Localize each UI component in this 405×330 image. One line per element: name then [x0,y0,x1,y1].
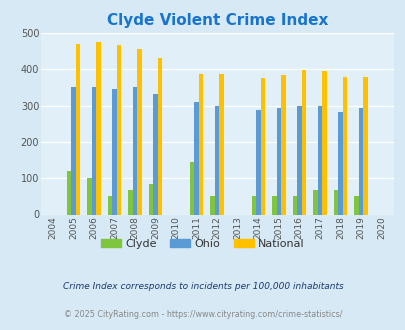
Bar [312,190,317,214]
Text: © 2025 CityRating.com - https://www.cityrating.com/crime-statistics/: © 2025 CityRating.com - https://www.city… [64,310,341,319]
Bar [321,72,326,214]
Bar [107,196,112,214]
Bar [117,45,121,214]
Bar [301,70,305,214]
Legend: Clyde, Ohio, National: Clyde, Ohio, National [96,235,309,253]
Title: Clyde Violent Crime Index: Clyde Violent Crime Index [106,13,327,28]
Bar [153,94,158,214]
Bar [260,78,264,214]
Bar [132,87,137,214]
Bar [96,43,100,214]
Bar [337,113,342,214]
Bar [219,74,224,214]
Bar [296,106,301,214]
Bar [87,178,92,214]
Bar [333,190,337,214]
Bar [112,88,117,214]
Bar [292,196,296,214]
Bar [342,77,346,215]
Text: Crime Index corresponds to incidents per 100,000 inhabitants: Crime Index corresponds to incidents per… [62,282,343,291]
Bar [158,58,162,214]
Bar [362,77,367,215]
Bar [276,108,280,214]
Bar [358,108,362,214]
Bar [214,106,219,214]
Bar [271,196,276,214]
Bar [280,76,285,214]
Bar [66,171,71,214]
Bar [137,50,141,214]
Bar [128,190,132,214]
Bar [75,44,80,214]
Bar [210,196,214,214]
Bar [194,102,198,214]
Bar [92,87,96,214]
Bar [256,110,260,214]
Bar [251,196,256,214]
Bar [353,196,358,214]
Bar [190,162,194,214]
Bar [198,74,203,214]
Bar [149,184,153,215]
Bar [71,87,75,214]
Bar [317,106,321,214]
